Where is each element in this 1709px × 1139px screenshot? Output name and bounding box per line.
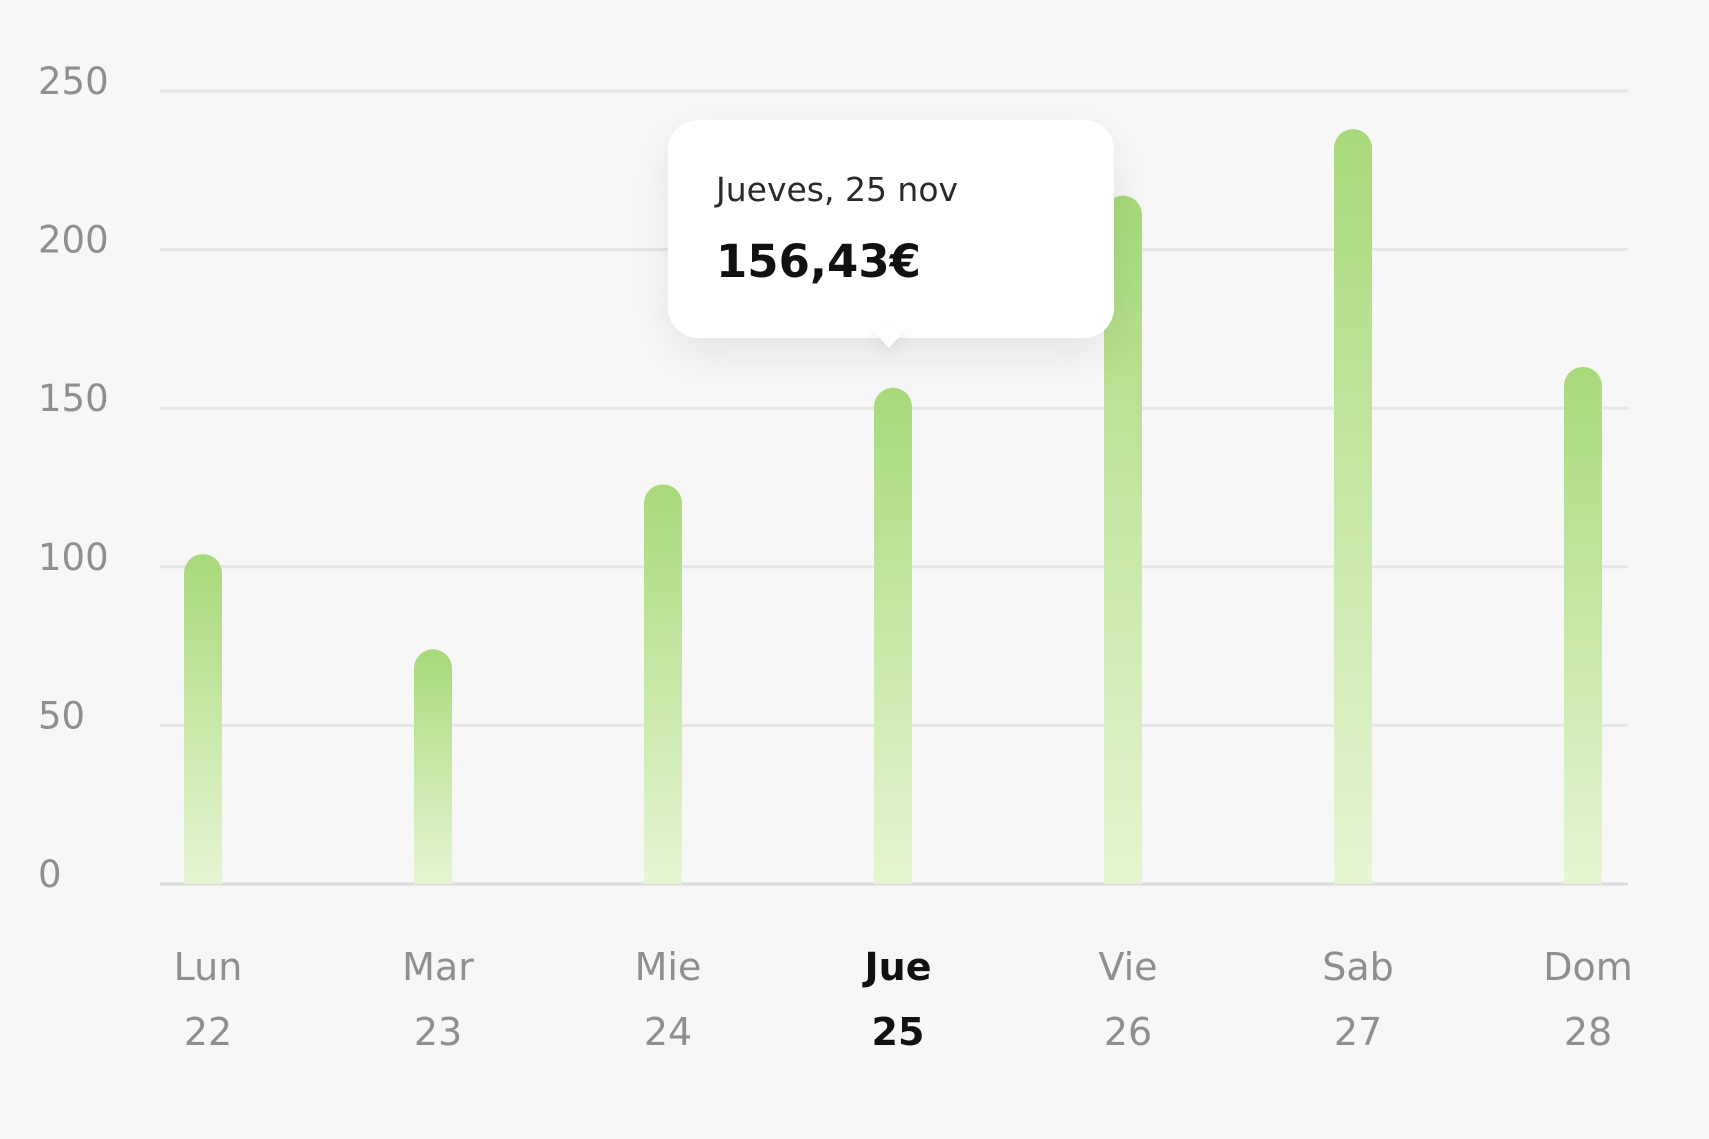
- x-date-label[interactable]: 23: [414, 1010, 462, 1054]
- x-day-label[interactable]: Mar: [402, 945, 474, 989]
- tooltip-date: Jueves, 25 nov: [716, 170, 959, 209]
- x-day-label[interactable]: Vie: [1098, 945, 1157, 989]
- x-day-label[interactable]: Mie: [635, 945, 702, 989]
- bar-mar[interactable]: [414, 649, 452, 884]
- bar-jue[interactable]: [874, 387, 912, 884]
- y-tick-label: 150: [38, 377, 109, 420]
- bar-sab[interactable]: [1334, 129, 1372, 885]
- y-tick-label: 200: [38, 219, 109, 262]
- x-date-label[interactable]: 24: [644, 1010, 692, 1054]
- y-axis-ticks: 0 50 100 150 200 250: [38, 60, 109, 896]
- y-tick-label: 100: [38, 536, 109, 579]
- bar-dom[interactable]: [1564, 366, 1602, 884]
- value-tooltip: Jueves, 25 nov 156,43€: [668, 120, 1114, 338]
- y-tick-label: 0: [38, 853, 62, 896]
- tooltip-pointer: [867, 324, 911, 348]
- x-date-label[interactable]: 28: [1564, 1010, 1612, 1054]
- bar-vie[interactable]: [1104, 195, 1142, 884]
- bar-mie[interactable]: [644, 484, 682, 884]
- tooltip-value: 156,43€: [716, 235, 921, 288]
- x-day-label[interactable]: Dom: [1543, 945, 1633, 989]
- x-date-label[interactable]: 25: [872, 1010, 925, 1054]
- x-day-label[interactable]: Sab: [1322, 945, 1394, 989]
- x-date-label[interactable]: 22: [184, 1010, 232, 1054]
- x-date-label[interactable]: 27: [1334, 1010, 1382, 1054]
- x-date-label[interactable]: 26: [1104, 1010, 1152, 1054]
- y-tick-label: 50: [38, 694, 85, 737]
- x-day-label[interactable]: Jue: [862, 945, 932, 989]
- y-tick-label: 250: [38, 60, 109, 103]
- bars: [184, 129, 1602, 885]
- x-day-label[interactable]: Lun: [174, 945, 243, 989]
- bar-lun[interactable]: [184, 554, 222, 884]
- x-axis-labels: Lun 22 Mar 23 Mie 24 Jue 25 Vie 26 Sab 27 Dom 28: [174, 945, 1633, 1054]
